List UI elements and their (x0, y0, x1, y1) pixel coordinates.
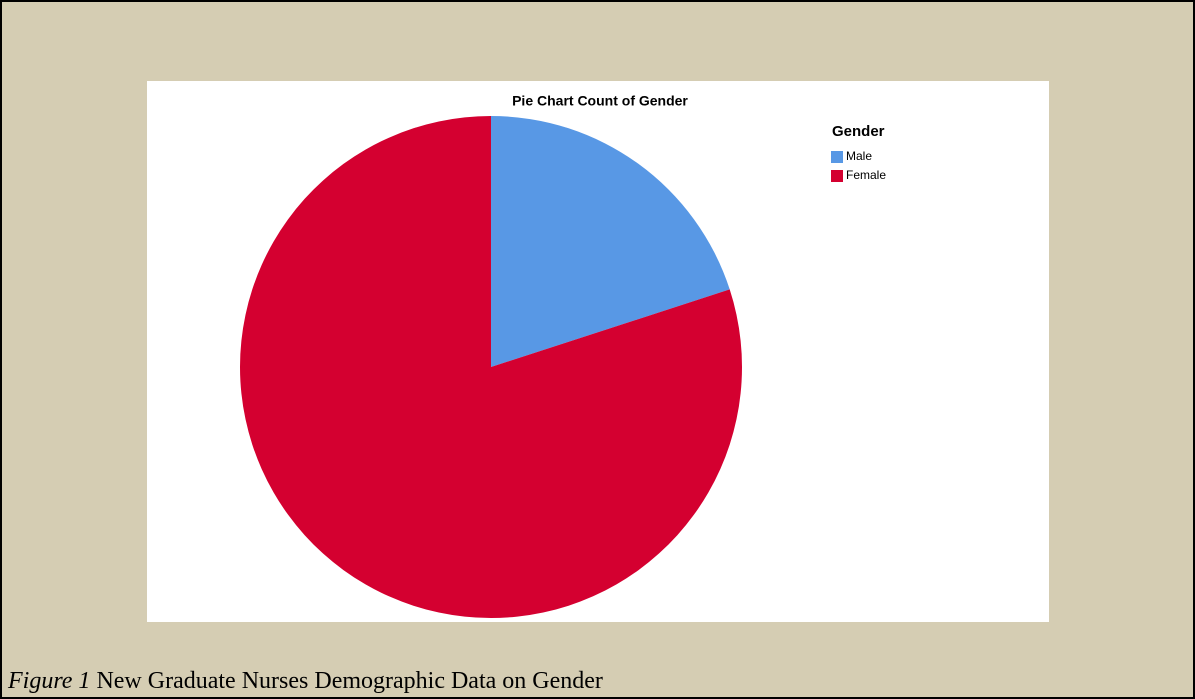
legend-label: Female (846, 168, 886, 182)
pie-slice (491, 116, 730, 367)
chart-title: Pie Chart Count of Gender (512, 93, 688, 109)
caption-text: New Graduate Nurses Demographic Data on … (96, 668, 603, 694)
figure-caption: Figure 1 New Graduate Nurses Demographic… (8, 668, 603, 695)
caption-label: Figure 1 (8, 668, 91, 694)
legend-title: Gender (832, 123, 885, 140)
chart: Pie Chart Count of Gender Gender Male Fem… (147, 81, 1049, 622)
legend-label: Male (846, 149, 872, 163)
legend-swatch (831, 170, 843, 182)
legend-swatch (831, 151, 843, 163)
pie-slice (240, 116, 743, 618)
